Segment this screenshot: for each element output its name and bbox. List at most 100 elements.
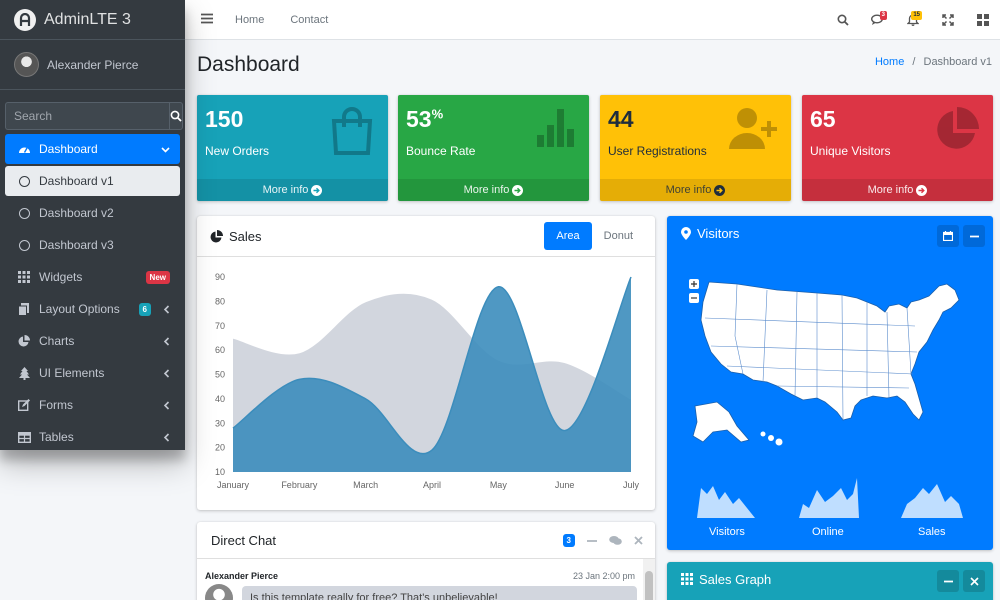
more-info-link[interactable]: More info xyxy=(802,179,993,201)
stat-label: Bounce Rate xyxy=(406,144,476,158)
fullscreen-button[interactable] xyxy=(930,0,965,40)
y-tick-label: 40 xyxy=(215,394,225,404)
close-button[interactable] xyxy=(634,536,643,545)
line-series-1 xyxy=(232,292,632,400)
grid-icon xyxy=(17,270,31,284)
sidebar-item-label: Dashboard v2 xyxy=(39,206,114,220)
y-tick-label: 50 xyxy=(215,370,225,380)
search-icon xyxy=(836,14,849,26)
sales-area-chart: 10 20 30 40 50 60 70 80 90 January February March Ap… xyxy=(215,272,640,490)
user-plus-icon xyxy=(729,107,777,154)
x-tick-label: June xyxy=(555,480,575,490)
sidebar-item-layout-options[interactable]: Layout Options 6 xyxy=(5,294,180,324)
close-button[interactable] xyxy=(963,570,985,592)
zoom-controls xyxy=(689,279,699,303)
stat-label: Unique Visitors xyxy=(810,144,891,158)
sparkline-label-visitors: Visitors xyxy=(709,526,745,538)
sales-card-header: Sales Area Donut xyxy=(197,216,655,257)
area-series-2 xyxy=(233,277,631,472)
messages-dropdown[interactable]: 3 xyxy=(860,0,895,40)
shopping-bag-icon xyxy=(330,107,374,160)
sidebar-item-label: Charts xyxy=(39,334,75,348)
sidebar-item-tables[interactable]: Tables xyxy=(5,422,180,450)
sidebar-item-dashboard-v2[interactable]: Dashboard v2 xyxy=(5,198,180,228)
x-tick-label: February xyxy=(281,480,318,490)
collapse-button[interactable] xyxy=(963,225,985,247)
more-info-link[interactable]: More info xyxy=(600,179,791,201)
direct-chat-card: Direct Chat 3 Alexander Pierce 23 Jan 2:… xyxy=(197,522,655,600)
sales-chart: 10 20 30 40 50 60 70 80 90 January February March Ap… xyxy=(197,257,655,510)
stat-label: New Orders xyxy=(205,144,270,158)
more-info-link[interactable]: More info xyxy=(398,179,589,201)
close-icon xyxy=(969,576,979,586)
sidebar-item-charts[interactable]: Charts xyxy=(5,326,180,356)
sidebar-item-widgets[interactable]: Widgets New xyxy=(5,262,180,292)
breadcrumb: Home / Dashboard v1 xyxy=(874,56,992,68)
notifications-dropdown[interactable]: 15 xyxy=(895,0,930,40)
collapse-button[interactable] xyxy=(937,570,959,592)
sidebar-item-label: Dashboard v1 xyxy=(39,174,114,188)
plus-icon xyxy=(691,281,697,287)
circle-icon xyxy=(17,238,31,252)
chevron-left-icon xyxy=(163,400,170,410)
nav-link-contact[interactable]: Contact xyxy=(290,13,329,26)
user-panel[interactable]: Alexander Pierce xyxy=(0,40,185,90)
sidebar-item-label: Dashboard v3 xyxy=(39,238,114,252)
menu-toggle-icon[interactable] xyxy=(201,11,213,29)
contacts-button[interactable] xyxy=(609,535,622,546)
sidebar-item-ui-elements[interactable]: UI Elements xyxy=(5,358,180,388)
circle-icon xyxy=(17,174,31,188)
chat-scrollbar[interactable] xyxy=(643,559,655,600)
line-series-2 xyxy=(232,276,632,455)
visitors-card-header: Visitors xyxy=(667,216,993,250)
sales-chart-tabs: Area Donut xyxy=(544,222,645,250)
brand-link[interactable]: AdminLTE 3 xyxy=(0,0,185,40)
copy-icon xyxy=(17,302,31,316)
search-input[interactable] xyxy=(5,102,169,130)
arrow-circle-right-icon xyxy=(512,184,524,196)
stat-value: 65 xyxy=(810,106,836,132)
sales-card: Sales Area Donut 10 20 30 40 50 60 70 80 90 Janua… xyxy=(197,216,655,510)
more-info-link[interactable]: More info xyxy=(197,179,388,201)
calendar-icon xyxy=(943,231,953,241)
sparkline-visitors xyxy=(697,486,755,518)
tab-donut[interactable]: Donut xyxy=(603,230,633,242)
new-messages-badge: 3 xyxy=(562,534,575,547)
sales-graph-card: Sales Graph xyxy=(667,562,993,600)
y-tick-label: 30 xyxy=(215,418,225,428)
message-timestamp: 23 Jan 2:00 pm xyxy=(572,571,635,581)
sidebar-item-dashboard-v3[interactable]: Dashboard v3 xyxy=(5,230,180,260)
sparkline-sales xyxy=(901,484,963,518)
sidebar-item-dashboard[interactable]: Dashboard xyxy=(5,134,180,164)
map-marker-icon xyxy=(681,226,691,240)
nav-link-home[interactable]: Home xyxy=(235,13,265,26)
stat-value: 53% xyxy=(406,106,444,132)
sidebar-item-label: Dashboard xyxy=(39,142,98,156)
pie-chart-icon xyxy=(933,107,979,158)
minus-icon xyxy=(969,235,979,237)
stat-box-user-registrations: 44 User Registrations More info xyxy=(600,95,791,201)
chevron-left-icon xyxy=(163,304,170,314)
collapse-button[interactable] xyxy=(587,536,597,546)
search-button[interactable] xyxy=(169,102,183,130)
tab-area[interactable]: Area xyxy=(544,222,592,250)
date-range-button[interactable] xyxy=(937,225,959,247)
tree-icon xyxy=(17,366,31,380)
arrow-circle-right-icon xyxy=(714,184,726,196)
stat-box-bounce-rate: 53% Bounce Rate More info xyxy=(398,95,589,201)
breadcrumb-home[interactable]: Home xyxy=(874,56,905,68)
user-name[interactable]: Alexander Pierce xyxy=(47,57,139,72)
messages-count-badge: 3 xyxy=(879,11,887,20)
sales-graph-title: Sales Graph xyxy=(699,571,772,587)
sidebar-item-forms[interactable]: Forms xyxy=(5,390,180,420)
th-icon xyxy=(681,573,693,585)
message-author: Alexander Pierce xyxy=(205,571,279,581)
count-badge: 6 xyxy=(138,302,151,316)
control-sidebar-button[interactable] xyxy=(965,0,1000,40)
sidebar-item-label: Forms xyxy=(39,398,73,412)
minus-icon xyxy=(587,539,597,542)
sidebar: AdminLTE 3 Alexander Pierce Dashboard Da… xyxy=(0,0,185,450)
sidebar-item-dashboard-v1[interactable]: Dashboard v1 xyxy=(5,166,180,196)
navbar-search-button[interactable] xyxy=(825,0,860,40)
y-tick-label: 60 xyxy=(215,345,225,355)
